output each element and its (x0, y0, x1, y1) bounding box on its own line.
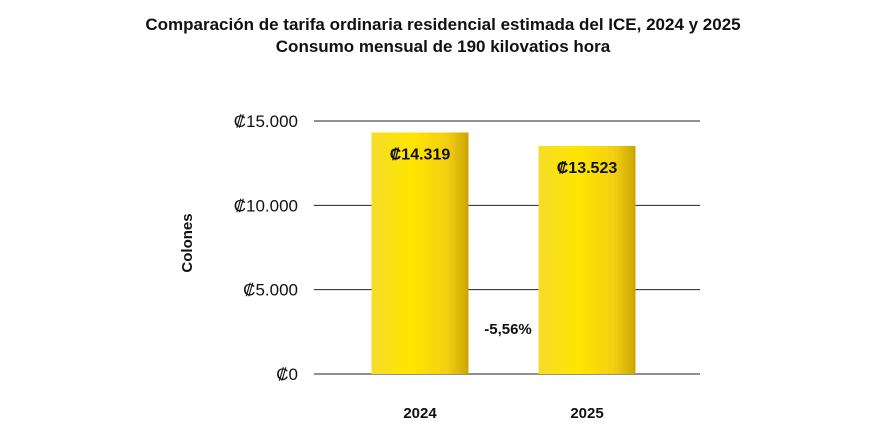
bar-value-label: ₡13.523 (557, 160, 618, 177)
change-annotation: -5,56% (484, 321, 532, 338)
chart-subtitle: Consumo mensual de 190 kilovatios hora (275, 37, 611, 56)
chart-title-block: Comparación de tarifa ordinaria residenc… (0, 14, 886, 58)
y-tick-label: ₡15.000 (234, 112, 298, 131)
labels: ₡0 ₡5.000 ₡10.000 ₡15.000 ₡14.319 2024 ₡13.523… (234, 112, 618, 422)
x-category-label: 2024 (403, 405, 437, 422)
y-tick-label: ₡0 (276, 365, 298, 384)
bar-2024 (371, 132, 469, 374)
y-tick-label: ₡5.000 (243, 281, 298, 300)
y-tick-label: ₡10.000 (234, 196, 298, 215)
chart-title: Comparación de tarifa ordinaria residenc… (145, 15, 741, 34)
x-category-label: 2025 (570, 405, 603, 422)
bar-2025 (538, 145, 636, 374)
bar-value-label: ₡14.319 (390, 146, 451, 163)
bars (371, 132, 636, 374)
y-axis-label: Colones (179, 213, 196, 272)
